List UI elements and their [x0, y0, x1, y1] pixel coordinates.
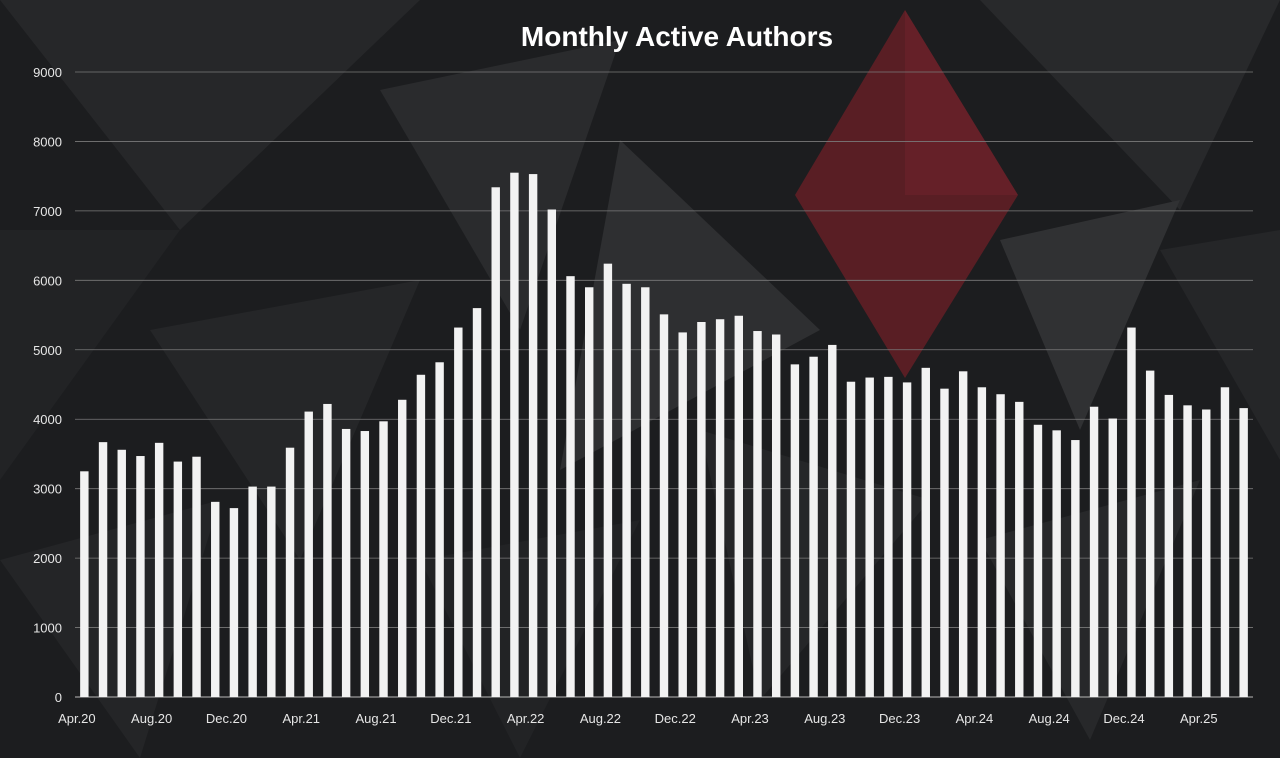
bar — [921, 367, 930, 697]
bar — [267, 486, 276, 697]
bar — [304, 411, 313, 697]
y-axis-ticks: 0 1000 2000 3000 4000 5000 6000 7000 8000 9000 — [33, 65, 62, 705]
bar — [192, 456, 201, 697]
x-tick-label: Dec.23 — [879, 711, 920, 726]
bar — [285, 447, 295, 697]
bar — [248, 486, 257, 697]
bar — [846, 381, 856, 697]
bar — [154, 442, 164, 697]
bar — [584, 287, 594, 697]
x-tick-label: Dec.20 — [206, 711, 247, 726]
bar — [472, 308, 482, 697]
x-tick-label: Apr.24 — [956, 711, 994, 726]
x-tick-label: Apr.25 — [1180, 711, 1218, 726]
x-tick-label: Dec.22 — [655, 711, 696, 726]
y-tick-label: 5000 — [33, 343, 62, 358]
x-tick-label: Dec.24 — [1103, 711, 1144, 726]
bar — [547, 209, 557, 697]
bar — [173, 461, 183, 697]
bar — [697, 322, 706, 697]
bar — [884, 376, 893, 697]
bar — [603, 263, 613, 697]
x-tick-label: Aug.20 — [131, 711, 172, 726]
y-tick-label: 3000 — [33, 482, 62, 497]
bar — [977, 387, 987, 697]
bar — [771, 334, 781, 697]
x-tick-label: Aug.21 — [355, 711, 396, 726]
bar — [1033, 424, 1043, 697]
bar — [1220, 387, 1230, 697]
y-tick-label: 2000 — [33, 551, 62, 566]
bar — [753, 331, 762, 697]
bar — [398, 399, 407, 697]
x-tick-label: Apr.22 — [507, 711, 545, 726]
bar — [1108, 418, 1117, 697]
bar — [454, 327, 463, 697]
bar — [678, 332, 687, 697]
bar — [416, 374, 426, 697]
bar — [1127, 327, 1136, 697]
y-tick-label: 6000 — [33, 273, 62, 288]
bar — [98, 442, 108, 697]
x-tick-label: Aug.24 — [1029, 711, 1070, 726]
bar — [809, 356, 818, 697]
bar — [1015, 401, 1024, 697]
bar — [510, 172, 519, 697]
bar — [136, 456, 145, 697]
red-diamond-shape — [795, 10, 1018, 378]
bar — [828, 344, 837, 697]
bar — [360, 431, 370, 697]
bar — [341, 428, 351, 697]
bar — [715, 319, 725, 697]
bar — [1089, 406, 1099, 697]
y-tick-label: 0 — [55, 690, 62, 705]
x-tick-label: Apr.20 — [58, 711, 96, 726]
x-tick-label: Apr.23 — [731, 711, 769, 726]
bar — [566, 276, 575, 697]
bar — [790, 364, 800, 697]
y-tick-label: 9000 — [33, 65, 62, 80]
bar — [379, 421, 388, 697]
bar — [80, 471, 89, 697]
bar — [528, 174, 538, 698]
bar — [323, 403, 332, 697]
bar — [435, 362, 444, 697]
x-tick-label: Dec.21 — [430, 711, 471, 726]
y-tick-label: 7000 — [33, 204, 62, 219]
bar — [491, 187, 500, 697]
bar — [1239, 408, 1248, 697]
chart-title: Monthly Active Authors — [521, 21, 833, 52]
x-tick-label: Aug.23 — [804, 711, 845, 726]
x-tick-label: Aug.22 — [580, 711, 621, 726]
bar — [940, 388, 949, 697]
bar — [117, 449, 126, 697]
bar — [641, 287, 650, 697]
x-tick-label: Apr.21 — [282, 711, 320, 726]
bar — [865, 377, 874, 697]
x-axis-ticks: Apr.20 Aug.20 Dec.20 Apr.21 Aug.21 Dec.21 Apr.… — [58, 711, 1217, 726]
bar — [902, 382, 912, 697]
bar — [996, 394, 1005, 697]
y-tick-label: 8000 — [33, 134, 62, 149]
bar — [1071, 440, 1080, 697]
y-tick-label: 1000 — [33, 621, 62, 636]
bar — [734, 315, 744, 697]
y-tick-label: 4000 — [33, 412, 62, 427]
bar — [1164, 394, 1174, 697]
bar — [659, 314, 669, 697]
bar — [211, 501, 220, 697]
bar — [1202, 409, 1211, 697]
bar — [229, 508, 239, 697]
bar — [622, 283, 631, 697]
bar — [1145, 370, 1155, 697]
bars — [80, 172, 1248, 698]
bar — [1183, 405, 1192, 697]
bar — [1052, 430, 1061, 697]
bar — [958, 371, 968, 697]
